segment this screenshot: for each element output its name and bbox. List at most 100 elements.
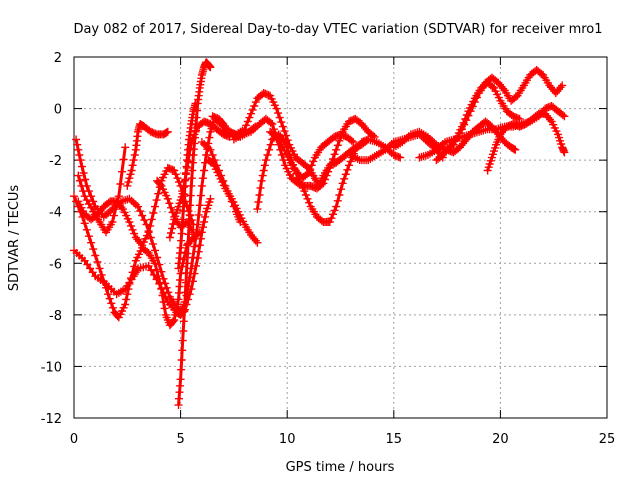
data-point <box>113 198 122 207</box>
data-point <box>81 175 90 184</box>
data-point <box>147 215 156 224</box>
data-point <box>257 176 266 185</box>
data-point <box>245 113 254 122</box>
data-point <box>179 327 188 335</box>
data-point <box>305 198 314 207</box>
data-point <box>128 225 137 234</box>
data-point <box>95 264 104 273</box>
data-point <box>74 171 83 180</box>
data-point <box>124 178 133 187</box>
x-tick-label: 15 <box>386 432 403 447</box>
data-point <box>236 218 245 226</box>
data-point <box>261 156 270 165</box>
data-point <box>196 234 205 243</box>
data-point <box>243 117 252 126</box>
data-point <box>265 145 274 154</box>
data-point <box>171 310 180 319</box>
data-point <box>154 272 163 281</box>
data-point <box>301 191 310 199</box>
y-tick-label: 0 <box>54 103 62 118</box>
data-point <box>195 201 204 210</box>
data-point <box>170 316 179 324</box>
data-point <box>459 118 468 127</box>
data-point <box>156 180 165 189</box>
data-point <box>157 267 166 276</box>
data-point <box>75 151 84 159</box>
data-point <box>343 165 352 174</box>
data-point <box>268 120 277 128</box>
data-point <box>347 136 356 145</box>
data-point <box>227 197 236 206</box>
data-point <box>195 241 204 250</box>
x-tick-label: 10 <box>279 432 296 447</box>
data-point <box>118 167 126 176</box>
data-point <box>162 283 171 292</box>
data-point <box>333 196 342 205</box>
data-point <box>254 198 263 206</box>
data-point <box>160 304 169 313</box>
data-point <box>370 132 379 141</box>
data-point <box>82 225 91 234</box>
data-point <box>242 121 251 130</box>
data-point <box>121 143 130 152</box>
data-point <box>206 63 215 72</box>
data-point <box>138 211 147 220</box>
data-point <box>184 157 193 166</box>
data-point <box>183 259 191 268</box>
data-point <box>345 161 353 170</box>
data-point <box>97 270 106 279</box>
data-point <box>212 161 221 170</box>
data-point <box>558 111 567 119</box>
data-point <box>394 152 403 161</box>
data-point <box>114 192 123 201</box>
series-sat-p <box>266 127 358 183</box>
data-point <box>306 165 315 174</box>
data-point <box>169 220 178 228</box>
x-tick-label: 5 <box>176 432 184 447</box>
data-point <box>251 98 260 107</box>
data-point <box>79 187 88 196</box>
data-point <box>511 145 520 154</box>
data-series <box>70 58 569 410</box>
data-point <box>124 285 133 294</box>
data-point <box>275 113 284 122</box>
data-point <box>194 247 203 256</box>
data-point <box>341 170 350 179</box>
data-point <box>332 202 341 211</box>
data-point <box>499 84 508 93</box>
data-point <box>167 229 175 237</box>
data-point <box>277 151 286 159</box>
x-tick-label: 0 <box>70 432 78 447</box>
data-point <box>322 171 331 180</box>
data-point <box>317 180 326 189</box>
data-point <box>369 131 377 140</box>
data-point <box>151 259 159 268</box>
data-point <box>337 185 345 194</box>
data-point <box>180 176 189 185</box>
data-point <box>188 166 197 175</box>
data-point <box>178 189 187 198</box>
data-point <box>278 122 287 131</box>
data-point <box>250 102 259 110</box>
data-point <box>179 317 188 326</box>
data-point <box>274 109 283 118</box>
data-point <box>179 207 188 216</box>
data-point <box>327 159 336 168</box>
data-point <box>200 166 209 175</box>
data-point <box>164 288 173 297</box>
data-point <box>165 199 174 208</box>
data-point <box>119 155 128 164</box>
data-point <box>159 274 168 283</box>
data-point <box>177 229 186 238</box>
data-point <box>177 365 186 374</box>
data-point <box>178 215 187 224</box>
data-point <box>325 163 334 172</box>
data-point <box>144 228 153 237</box>
data-point <box>181 170 190 179</box>
data-point <box>309 157 318 166</box>
data-point <box>144 261 153 270</box>
y-tick-label: -4 <box>49 206 62 221</box>
data-point <box>149 209 158 217</box>
data-point <box>130 229 139 238</box>
